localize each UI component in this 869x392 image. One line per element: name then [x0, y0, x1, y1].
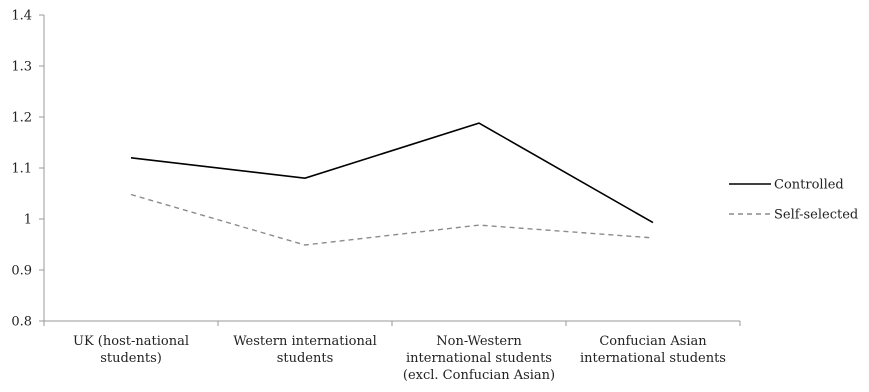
x-category-label-line: Western international [233, 334, 377, 349]
legend-label: Controlled [774, 178, 844, 193]
legend-label: Self-selected [774, 208, 858, 223]
x-category-label-line: international students [406, 351, 552, 366]
x-category-label-line: Confucian Asian [599, 334, 707, 349]
y-tick-label: 1.4 [11, 9, 32, 24]
y-tick-label: 1.2 [11, 111, 32, 126]
y-tick-label: 1.1 [11, 162, 32, 177]
x-category-label-line: students [277, 351, 334, 366]
x-axis: UK (host-national students) Western intern… [43, 320, 741, 383]
x-category-label: UK (host-national students) [73, 334, 189, 366]
series-line-self-selected [130, 193, 654, 246]
y-tick-label: 0.9 [11, 264, 32, 279]
y-tick-label: 0.8 [11, 315, 32, 330]
x-category-label: Non-Western international students (excl. … [403, 334, 555, 383]
x-category-label-line: students) [100, 351, 162, 366]
legend: Controlled Self-selected [729, 178, 858, 223]
y-tick-label: 1 [24, 213, 32, 228]
x-category-label-line: UK (host-national [73, 334, 189, 349]
x-category-label: Confucian Asian international students [580, 334, 726, 366]
y-axis: 0.8 0.9 1 1.1 1.2 1.3 1.4 [11, 9, 45, 330]
x-category-label-line: international students [580, 351, 726, 366]
x-category-label: Western international students [233, 334, 377, 366]
series-line-controlled [130, 122, 654, 224]
x-category-label-line: Non-Western [436, 334, 522, 349]
x-category-label-line: (excl. Confucian Asian) [403, 368, 555, 383]
series-layer [130, 122, 654, 246]
y-tick-label: 1.3 [11, 60, 32, 75]
